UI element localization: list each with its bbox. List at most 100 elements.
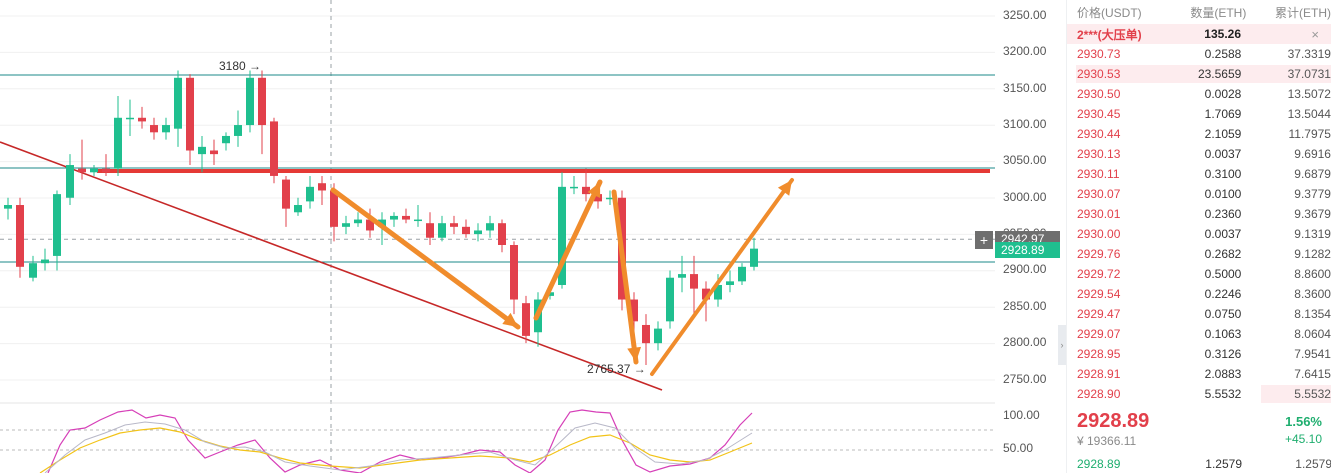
ask-row[interactable]: 2930.00 0.0037 9.1319 [1067, 224, 1331, 244]
last-price-block: 2928.89 ¥ 19366.11 1.56% +45.10 [1067, 406, 1331, 448]
ask-cum: 9.6879 [1294, 167, 1331, 181]
ask-row[interactable]: 2930.50 0.0028 13.5072 [1067, 84, 1331, 104]
ask-row[interactable]: 2929.54 0.2246 8.3600 [1067, 284, 1331, 304]
ask-row[interactable]: 2929.76 0.2682 9.1282 [1067, 244, 1331, 264]
close-icon[interactable]: × [1311, 26, 1319, 42]
bearish-candle [594, 194, 602, 202]
ma-line-yellow [39, 427, 753, 473]
ask-price: 2930.50 [1077, 87, 1121, 101]
ask-cum: 13.5072 [1287, 87, 1331, 101]
ask-price: 2930.01 [1077, 207, 1121, 221]
ask-qty: 2.1059 [1204, 127, 1242, 141]
indicator-tick-label: 50.00 [1003, 441, 1034, 455]
depth-bar [1076, 65, 1331, 83]
price-tick-label: 3000.00 [1003, 189, 1047, 204]
ask-price: 2930.11 [1077, 167, 1120, 181]
ask-row[interactable]: 2930.53 23.5659 37.0731 [1067, 64, 1331, 84]
bullish-candle [4, 205, 12, 209]
price-axis: 3250.00 3200.00 3150.00 3100.00 3050.00 3000.… [995, 0, 1060, 473]
ask-row[interactable]: 2930.01 0.2360 9.3679 [1067, 204, 1331, 224]
ask-price: 2929.72 [1077, 267, 1121, 281]
bid-row[interactable]: 2928.89 1.2579 1.2579 [1067, 454, 1331, 474]
ask-price: 2929.47 [1077, 307, 1121, 321]
analysis-arrow [611, 189, 639, 365]
price-tick-label: 3150.00 [1003, 80, 1047, 95]
bullish-candle [726, 281, 734, 285]
ask-qty: 0.0100 [1204, 187, 1242, 201]
ask-cum: 13.5044 [1287, 107, 1331, 121]
ask-qty: 5.5532 [1204, 387, 1242, 401]
price-tick-label: 2850.00 [1003, 298, 1047, 313]
ask-qty: 0.2588 [1204, 47, 1242, 61]
order-book-panel: 价格(USDT) 数量(ETH) 累计(ETH) 2***(大压单) 135.2… [1066, 0, 1331, 473]
ask-cum: 9.1282 [1294, 247, 1331, 261]
ask-price: 2929.07 [1077, 327, 1121, 341]
bearish-candle [270, 121, 278, 176]
ask-price: 2930.45 [1077, 107, 1121, 121]
ask-price: 2928.90 [1077, 387, 1121, 401]
change-percent: 1.56% [1285, 414, 1322, 429]
chart-canvas[interactable]: 3180 → 2765.37 → [0, 0, 995, 473]
ask-cum: 9.3779 [1294, 187, 1331, 201]
ask-qty: 0.3126 [1204, 347, 1242, 361]
ask-cum: 9.1319 [1294, 227, 1331, 241]
ask-price: 2928.95 [1077, 347, 1121, 361]
ask-price: 2930.53 [1077, 67, 1121, 81]
bullish-candle [41, 259, 49, 264]
bullish-candle [486, 223, 494, 231]
panel-scroll-handle[interactable]: › [1058, 325, 1066, 365]
ask-list: 2930.73 0.2588 37.3319 2930.53 23.5659 37.073… [1067, 44, 1331, 404]
ask-row[interactable]: 2928.95 0.3126 7.9541 [1067, 344, 1331, 364]
bullish-candle [354, 219, 362, 224]
bearish-candle [318, 183, 326, 191]
bullish-candle [66, 165, 74, 198]
bearish-candle [210, 150, 218, 155]
ask-row[interactable]: 2929.47 0.0750 8.1354 [1067, 304, 1331, 324]
ask-row[interactable]: 2928.90 5.5532 5.5532 [1067, 384, 1331, 404]
bullish-candle [174, 77, 182, 129]
ask-row[interactable]: 2929.07 0.1063 8.0604 [1067, 324, 1331, 344]
ask-qty: 0.0750 [1204, 307, 1242, 321]
bullish-candle [234, 125, 242, 136]
ask-qty: 0.0037 [1204, 227, 1242, 241]
bearish-candle [258, 77, 266, 126]
ask-row[interactable]: 2930.11 0.3100 9.6879 [1067, 164, 1331, 184]
bullish-candle [750, 248, 758, 267]
bullish-candle [126, 117, 134, 120]
bullish-candle [29, 263, 37, 278]
ask-row[interactable]: 2930.07 0.0100 9.3779 [1067, 184, 1331, 204]
bearish-candle [702, 288, 710, 300]
price-tick-label: 3200.00 [1003, 44, 1047, 59]
price-tick-label: 3250.00 [1003, 8, 1047, 22]
ask-qty: 0.1063 [1204, 327, 1242, 341]
bullish-candle [342, 223, 350, 227]
bearish-candle [630, 299, 638, 322]
bearish-candle [330, 190, 338, 227]
ask-price: 2928.91 [1077, 367, 1121, 381]
ask-row[interactable]: 2929.72 0.5000 8.8600 [1067, 264, 1331, 284]
bearish-candle [402, 215, 410, 220]
bullish-candle [294, 205, 302, 213]
ask-row[interactable]: 2930.44 2.1059 11.7975 [1067, 124, 1331, 144]
big-order-name: 2***(大压单) [1077, 27, 1142, 42]
bullish-candle [714, 284, 722, 300]
ask-row[interactable]: 2930.13 0.0037 9.6916 [1067, 144, 1331, 164]
bullish-candle [606, 197, 614, 200]
price-tick-label: 2900.00 [1003, 262, 1047, 277]
ask-row[interactable]: 2930.73 0.2588 37.3319 [1067, 44, 1331, 64]
crosshair-plus-icon[interactable]: + [975, 231, 993, 249]
ask-cum: 5.5532 [1294, 387, 1331, 401]
ask-qty: 23.5659 [1197, 67, 1242, 81]
bullish-candle [306, 186, 314, 202]
bearish-candle [450, 223, 458, 227]
candlestick-chart[interactable]: 3180 → 2765.37 → [0, 0, 995, 473]
header-quantity: 数量(ETH) [1190, 5, 1247, 20]
big-order-alert[interactable]: 2***(大压单) 135.26 × [1067, 24, 1331, 44]
bullish-candle [654, 328, 662, 344]
bid-cum: 1.2579 [1295, 457, 1331, 471]
bullish-candle [198, 146, 206, 155]
bearish-candle [582, 186, 590, 195]
bullish-candle [558, 186, 566, 285]
ask-row[interactable]: 2928.91 2.0883 7.6415 [1067, 364, 1331, 384]
ask-row[interactable]: 2930.45 1.7069 13.5044 [1067, 104, 1331, 124]
